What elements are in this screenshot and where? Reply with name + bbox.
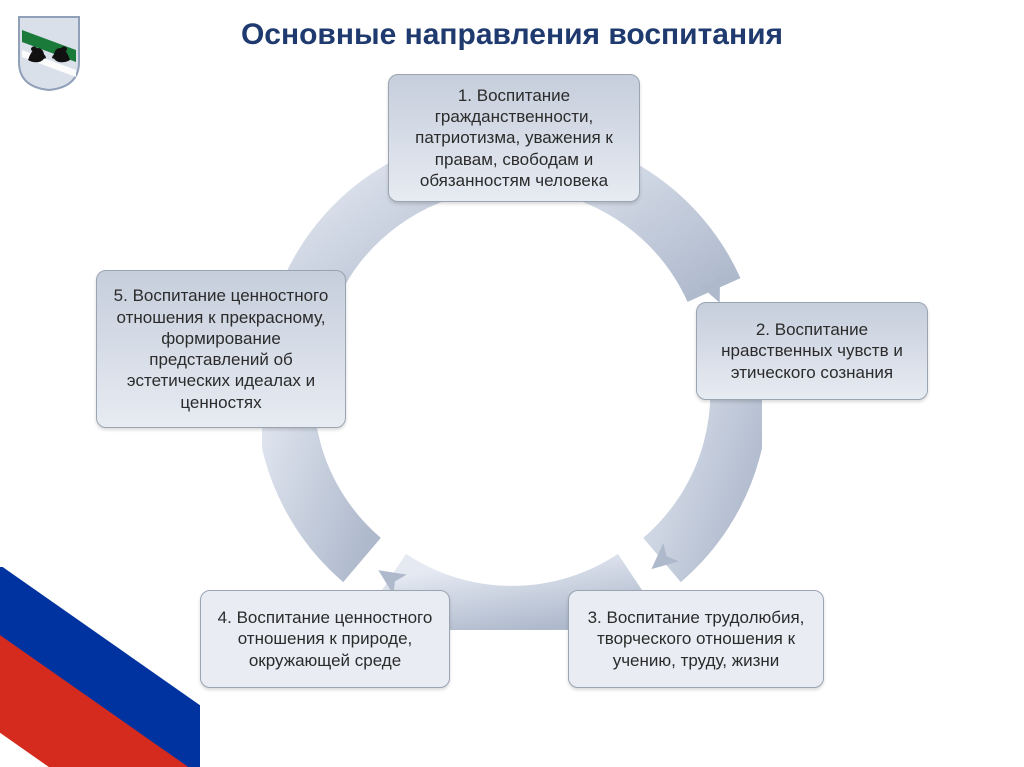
page-title: Основные направления воспитания (0, 18, 1024, 52)
cycle-diagram: 1. Воспитание гражданственности, патриот… (0, 70, 1024, 760)
node-1: 1. Воспитание гражданственности, патриот… (388, 74, 640, 202)
node-1-label: 1. Воспитание гражданственности, патриот… (401, 85, 627, 191)
node-4-label: 4. Воспитание ценностного отношения к пр… (213, 607, 437, 671)
node-4: 4. Воспитание ценностного отношения к пр… (200, 590, 450, 688)
node-5-label: 5. Воспитание ценностного отношения к пр… (109, 285, 333, 413)
node-2-label: 2. Воспитание нравственных чувств и этич… (709, 319, 915, 383)
node-3-label: 3. Воспитание трудолюбия, творческого от… (581, 607, 811, 671)
node-5: 5. Воспитание ценностного отношения к пр… (96, 270, 346, 428)
node-2: 2. Воспитание нравственных чувств и этич… (696, 302, 928, 400)
node-3: 3. Воспитание трудолюбия, творческого от… (568, 590, 824, 688)
